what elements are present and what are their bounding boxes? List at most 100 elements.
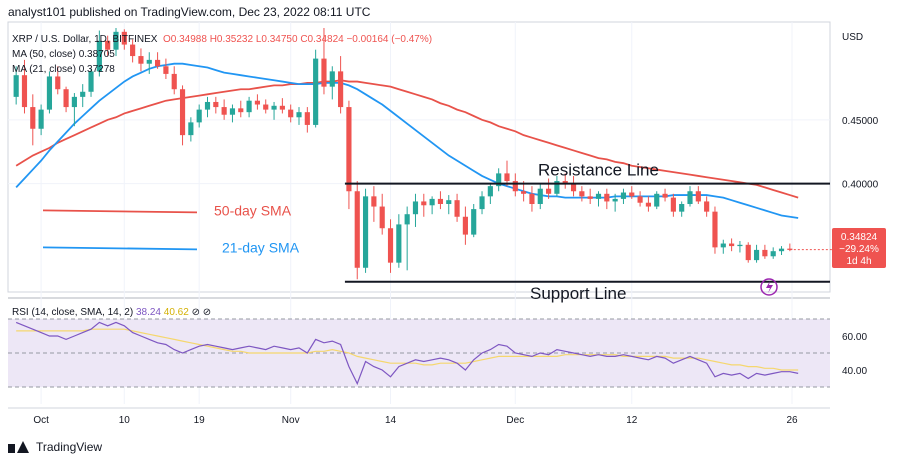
candle-body (296, 112, 302, 118)
candle (629, 186, 635, 199)
candle-body (138, 56, 144, 64)
candle (471, 204, 477, 238)
candle (679, 201, 685, 217)
candle (38, 104, 44, 136)
candle (113, 28, 119, 57)
candle-body (96, 40, 102, 72)
candle (670, 193, 676, 217)
candle (504, 160, 510, 187)
candle (63, 86, 69, 113)
sma21-sample-line (42, 246, 198, 251)
resistance-label: Resistance Line (538, 161, 659, 180)
candle (246, 96, 252, 118)
candle (321, 28, 327, 95)
candle (537, 183, 543, 210)
candle-body (437, 198, 444, 204)
candle (304, 107, 310, 133)
symbol-label[interactable]: XRP / U.S. Dollar, 1D, BITFINEX (12, 34, 158, 45)
candle (487, 183, 493, 204)
candle-body (454, 200, 460, 217)
lightning-icon (760, 278, 778, 296)
legend-ma50[interactable]: MA (50, close) 0.38705 (12, 49, 115, 60)
candle-body (30, 107, 36, 129)
candle (179, 85, 186, 146)
candle-body (412, 201, 419, 215)
candle (46, 71, 53, 114)
candle (105, 35, 111, 57)
candle (546, 178, 552, 199)
candle-body (670, 197, 676, 212)
candle (387, 219, 394, 273)
candle-body (121, 31, 127, 45)
candle (279, 98, 285, 114)
candle (329, 66, 335, 100)
x-tick-label: 12 (626, 415, 638, 426)
candle-body (462, 216, 468, 235)
legend-ma21[interactable]: MA (21, close) 0.37278 (12, 64, 115, 75)
candle (146, 52, 152, 74)
x-tick-label: 14 (385, 415, 397, 426)
candle (238, 100, 244, 118)
candle (429, 196, 435, 215)
candle (770, 247, 776, 259)
candle-body (704, 201, 710, 212)
lightning-glyph (766, 281, 773, 293)
candle-body (645, 202, 651, 207)
candle (229, 104, 236, 123)
candle (379, 193, 385, 235)
candle (130, 39, 136, 63)
candle (762, 244, 768, 259)
candle (687, 186, 693, 207)
candle (595, 191, 602, 207)
candle-body (529, 193, 535, 204)
candle-body (404, 214, 410, 225)
candle (313, 49, 319, 128)
candle-body (745, 244, 751, 261)
candle (662, 188, 668, 202)
rsi-tick-label: 40.00 (842, 366, 867, 377)
candle (80, 84, 86, 108)
candle-body (254, 100, 260, 105)
candle-body (213, 101, 219, 108)
candle-body (263, 104, 269, 110)
candle (254, 94, 260, 110)
candle (654, 191, 660, 210)
price-change-percent: −29.24% (839, 244, 879, 255)
candle (479, 191, 485, 215)
legend-rsi[interactable]: RSI (14, close, SMA, 14, 2) 38.24 40.62 … (12, 307, 211, 318)
candle-body (695, 191, 701, 202)
candle-body (288, 109, 294, 118)
last-price-value: 0.34824 (841, 232, 878, 243)
candle-body (362, 196, 369, 268)
candle-body (105, 40, 111, 50)
publish-header: analyst101 published on TradingView.com,… (8, 5, 371, 19)
candle (645, 196, 651, 212)
candle (695, 186, 701, 204)
candle-body (421, 201, 427, 206)
candle-body (687, 191, 693, 204)
eye-icon[interactable]: ⊘ (191, 307, 200, 318)
candle-body (720, 243, 726, 248)
candle (496, 168, 502, 192)
candle-body (537, 188, 543, 204)
candle (604, 188, 610, 210)
footer: TradingView (8, 440, 102, 454)
candle-body (130, 44, 136, 57)
settings-icon[interactable]: ⊘ (202, 307, 212, 318)
candle (21, 59, 28, 114)
candle (612, 193, 618, 212)
candle (71, 93, 77, 127)
candle-body (146, 59, 152, 64)
last-price-tag: 0.34824−29.24%1d 4h (832, 228, 886, 268)
candle (620, 188, 627, 204)
candle-body (654, 193, 660, 207)
candle (346, 100, 352, 210)
price-tick-label: 0.45000 (842, 116, 879, 127)
x-tick-label: Dec (506, 415, 524, 426)
candle (55, 66, 61, 95)
candle-body (188, 122, 194, 136)
candle-body (471, 209, 477, 235)
candle (30, 94, 36, 146)
axes: 0.45000 0.40000 USD Oct 10 19 Nov 14 Dec 12 26 60.0… (8, 32, 886, 426)
